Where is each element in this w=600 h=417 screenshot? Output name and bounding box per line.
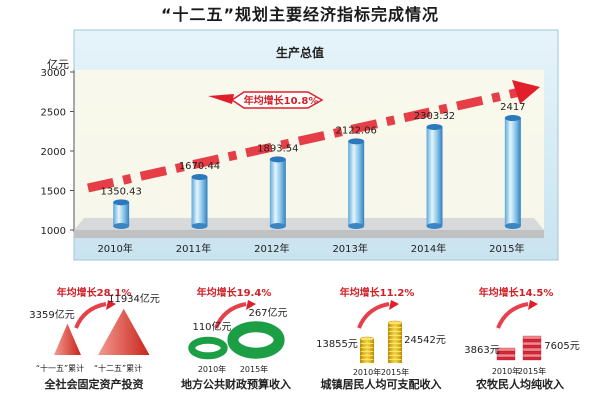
bill: [522, 353, 542, 358]
growth-swoosh: [214, 302, 247, 329]
coin-top: [387, 320, 403, 326]
y-axis-label: 亿元: [47, 58, 69, 71]
gdp-bar-top: [191, 174, 208, 181]
category-label: 2015年: [518, 366, 546, 376]
bill: [522, 338, 542, 343]
growth-swoosh-head: [246, 300, 256, 310]
gdp-bar-top: [426, 124, 443, 131]
bill: [496, 347, 516, 352]
gdp-bar-base: [348, 223, 365, 229]
gdp-bar-top: [504, 115, 521, 122]
growth-arrow-head: [512, 80, 540, 104]
bill: [522, 335, 542, 340]
category-label: 2015年: [381, 367, 409, 377]
value-label: 11934亿元: [108, 292, 160, 305]
y-tick-label: 2000: [41, 147, 66, 158]
x-tick-label: 2014年: [411, 242, 446, 255]
gdp-bar: [348, 141, 365, 226]
value-label: 267亿元: [248, 306, 287, 319]
chart-title: 生产总值: [276, 45, 324, 60]
growth-label: 年均增长28.1%: [57, 286, 132, 299]
bill: [496, 356, 516, 361]
gdp-bar-top: [113, 199, 130, 206]
ring-large: [227, 321, 285, 359]
gdp-bar: [113, 202, 130, 226]
floor-top: [74, 218, 544, 230]
bill: [522, 344, 542, 349]
page-title: “十二五”规划主要经济指标完成情况: [160, 5, 440, 24]
x-tick-label: 2015年: [489, 242, 524, 255]
category-label: “十二五”累计: [94, 363, 142, 373]
growth-label: 年均增长11.2%: [340, 286, 415, 299]
gdp-bar-base: [504, 223, 521, 229]
gdp-value-label: 1350.43: [100, 186, 141, 197]
bill: [522, 341, 542, 346]
growth-label: 年均增长19.4%: [197, 286, 272, 299]
growth-ribbon-tail: [208, 94, 234, 104]
gdp-value-label: 1670.44: [179, 161, 220, 172]
growth-swoosh: [357, 302, 390, 329]
growth-label: 年均增长14.5%: [479, 286, 554, 299]
x-tick-label: 2010年: [97, 242, 132, 255]
gdp-bar-base: [191, 223, 208, 229]
y-tick-label: 2500: [41, 108, 66, 119]
gdp-bar-top: [269, 156, 286, 163]
growth-swoosh-head: [106, 300, 116, 310]
coin-top: [359, 336, 375, 342]
category-label: 2010年: [353, 367, 381, 377]
panel-title: 城镇居民人均可支配收入: [321, 377, 442, 391]
ring-small: [188, 336, 228, 360]
value-label: 110亿元: [192, 320, 231, 333]
category-label: “十一五”累计: [36, 363, 84, 373]
panel-title: 农牧民人均纯收入: [475, 377, 564, 391]
x-tick-label: 2013年: [332, 242, 367, 255]
gdp-value-label: 2303.32: [414, 111, 455, 122]
pyramid-large: [98, 308, 150, 355]
x-tick-label: 2011年: [176, 242, 211, 255]
bill: [522, 356, 542, 361]
gdp-value-label: 2122.06: [335, 125, 376, 136]
growth-swoosh-head: [389, 300, 399, 310]
gdp-value-label: 1893.54: [257, 143, 298, 154]
value-label: 24542元: [404, 335, 446, 346]
gdp-bar: [426, 127, 443, 226]
category-label: 2015年: [240, 364, 268, 374]
pyramid-small: [54, 323, 81, 355]
gdp-bar: [504, 118, 521, 226]
gdp-bar-base: [269, 223, 286, 229]
category-label: 2010年: [198, 364, 226, 374]
category-label: 2010年: [492, 366, 520, 376]
y-tick-label: 1500: [41, 187, 66, 198]
bill: [522, 350, 542, 355]
y-tick-label: 3000: [41, 68, 66, 79]
bill: [522, 347, 542, 352]
value-label: 7605元: [544, 341, 579, 352]
gdp-growth-label: 年均增长10.8%: [244, 94, 319, 107]
x-tick-label: 2012年: [254, 242, 289, 255]
gdp-value-label: 2417: [500, 102, 525, 113]
growth-swoosh: [496, 302, 529, 329]
gdp-bar: [269, 159, 286, 226]
growth-swoosh: [74, 302, 107, 329]
value-label: 3863元: [464, 345, 499, 356]
panel-title: 全社会固定资产投资: [44, 377, 144, 391]
gdp-bar: [191, 177, 208, 226]
floor-front: [74, 230, 544, 238]
growth-swoosh-head: [528, 300, 538, 310]
gdp-bar-top: [348, 138, 365, 145]
panel-title: 地方公共财政预算收入: [181, 377, 291, 391]
y-tick-label: 1000: [41, 226, 66, 237]
value-label: 3359亿元: [29, 308, 74, 321]
growth-arrow-line: [87, 87, 521, 193]
growth-ribbon: [230, 91, 324, 109]
value-label: 13855元: [316, 339, 358, 350]
gdp-bar-base: [113, 223, 130, 229]
gdp-bar-base: [426, 223, 443, 229]
